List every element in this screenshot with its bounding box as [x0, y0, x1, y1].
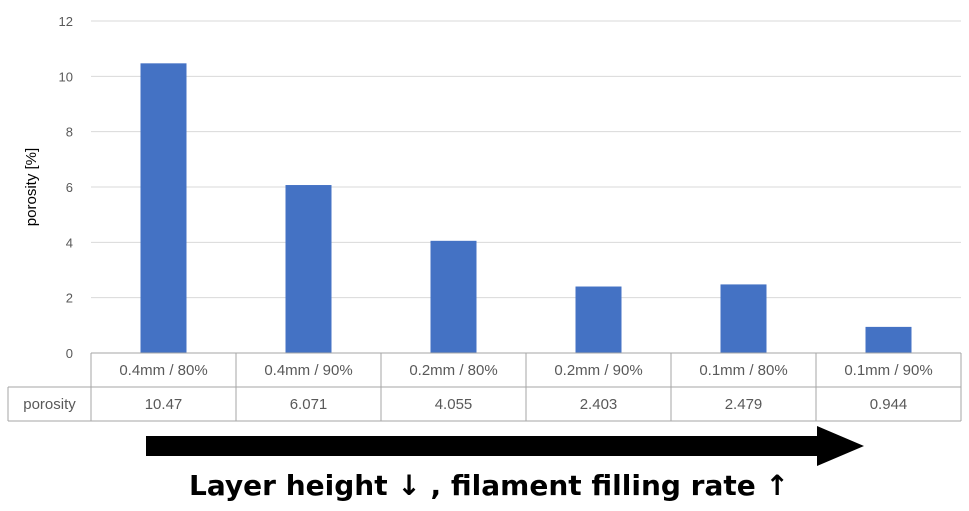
arrow-head — [817, 426, 864, 466]
bar — [430, 240, 477, 353]
y-axis-label: porosity [%] — [23, 148, 40, 226]
y-tick-label: 4 — [66, 235, 73, 250]
bar — [575, 286, 622, 353]
data-label: 10.47 — [145, 396, 183, 413]
y-tick-labels: 0 2 4 6 8 10 12 — [59, 14, 73, 361]
data-label: 2.403 — [580, 396, 618, 413]
x-tick-label: 0.2mm / 90% — [554, 362, 642, 379]
y-tick-label: 10 — [59, 69, 73, 84]
bar — [140, 63, 187, 354]
data-label: 4.055 — [435, 396, 473, 413]
x-tick-label: 0.2mm / 80% — [409, 362, 497, 379]
bar — [285, 185, 332, 353]
bar — [720, 284, 767, 353]
data-label: 0.944 — [870, 396, 908, 413]
data-table: 0.4mm / 80% 0.4mm / 90% 0.2mm / 80% 0.2mm /… — [7, 352, 962, 422]
y-tick-label: 8 — [66, 125, 73, 140]
bars — [140, 63, 912, 354]
data-label: 6.071 — [290, 396, 328, 413]
y-tick-label: 6 — [66, 180, 73, 195]
right-arrow-icon — [146, 426, 864, 466]
series-name: porosity — [23, 396, 76, 413]
arrow-shaft — [146, 436, 818, 456]
gridlines — [91, 20, 961, 354]
bar — [865, 326, 912, 353]
caption-text: Layer height ↓ , filament filling rate ↑ — [189, 469, 789, 502]
x-tick-label: 0.1mm / 80% — [699, 362, 787, 379]
y-tick-label: 2 — [66, 291, 73, 306]
y-tick-label: 0 — [66, 346, 73, 361]
data-label: 2.479 — [725, 396, 763, 413]
x-tick-label: 0.1mm / 90% — [844, 362, 932, 379]
x-tick-label: 0.4mm / 90% — [264, 362, 352, 379]
y-tick-label: 12 — [59, 14, 73, 29]
x-tick-label: 0.4mm / 80% — [119, 362, 207, 379]
